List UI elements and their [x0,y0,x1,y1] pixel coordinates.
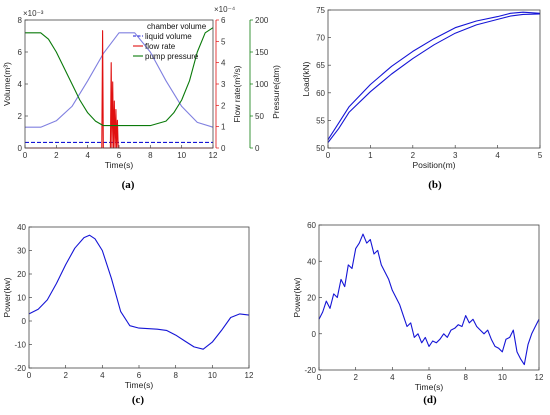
x-tick-label: 2 [54,151,59,160]
x-tick-label: 6 [427,373,432,382]
pressure-tick-label: 100 [255,80,269,89]
flow-tick-label: 6 [221,16,226,25]
flow-tick-label: 4 [221,59,226,68]
y-tick-label: 40 [17,223,26,232]
x-tick-label: 3 [453,151,458,160]
y-tick-label: 60 [307,221,316,230]
volume-exponent: ×10⁻³ [23,9,44,18]
flow-tick-label: 5 [221,37,226,46]
series-flow-rate [25,30,213,149]
x-tick-label: 0 [326,151,331,160]
x-tick-label: 2 [63,371,68,380]
x-tick-label: 0 [27,371,32,380]
x-tick-label: 12 [535,373,544,382]
pressure-tick-label: 0 [255,144,260,153]
series-chamber-volume [25,32,214,128]
x-tick-label: 10 [498,373,507,382]
flow-exponent: ×10⁻⁴ [214,5,236,14]
x-tick-label: 2 [353,373,358,382]
legend-entry: chamber volume [147,22,207,31]
volume-axis-title: Volume(m³) [2,62,12,106]
y-tick-label: 4 [18,80,23,89]
pressure-axis-title: Pressure(atm) [271,65,281,119]
panel-b: 0 1 2 3 4 5 Position(m) 50 55 60 65 70 75 Load(kN) (b) [301,6,543,191]
x-tick-label: 1 [368,151,373,160]
y-tick-label: -10 [14,341,26,350]
y-tick-label: 2 [18,112,23,121]
panel-caption: (c) [132,394,145,406]
y-tick-label: 55 [316,116,325,125]
y-tick-label: 20 [307,294,316,303]
x-tick-label: 8 [148,151,153,160]
y-tick-label: 60 [316,89,325,98]
y-tick-label: 40 [307,257,316,266]
panel-c-frame [28,226,250,369]
y-tick-label: 0 [18,144,23,153]
y-tick-label: 50 [316,144,325,153]
x-tick-label: 2 [411,151,416,160]
pressure-tick-label: 150 [255,48,269,57]
y-axis-title: Power(kw) [292,277,302,317]
y-tick-label: 6 [18,48,23,57]
series-line-1 [28,234,250,350]
series-line-1 [327,11,541,140]
x-tick-label: 0 [317,373,322,382]
y-tick-label: 70 [316,34,325,43]
x-tick-label: 0 [23,151,28,160]
legend-entry: flow rate [145,42,176,51]
x-tick-label: 4 [390,373,395,382]
y-tick-label: 20 [17,270,26,279]
flow-tick-label: 2 [221,101,226,110]
x-axis-title: Time(s) [105,160,134,170]
pressure-tick-label: 200 [255,16,269,25]
y-tick-label: 65 [316,61,325,70]
x-axis-title: Time(s) [415,382,444,392]
y-tick-label: 10 [17,294,26,303]
y-axis-title: Power(kw) [2,277,12,317]
panel-b-frame [327,9,541,149]
flow-tick-label: 3 [221,80,226,89]
x-tick-label: 8 [173,371,178,380]
x-tick-label: 4 [100,371,105,380]
y-tick-label: -20 [304,366,316,375]
x-tick-label: 6 [117,151,122,160]
y-tick-label: 30 [17,247,26,256]
flow-axis-title: Flow rate(m³/s) [232,65,242,122]
panel-caption: (d) [423,394,437,406]
x-axis-title: Time(s) [125,380,154,390]
y-axis-title: Load(kN) [301,61,311,96]
x-tick-label: 4 [495,151,500,160]
x-tick-label: 12 [209,151,218,160]
panel-caption: (b) [428,179,442,191]
flow-tick-label: 0 [221,144,226,153]
legend-entry: pump pressure [145,52,199,61]
y-tick-label: 75 [316,6,325,15]
y-tick-label: 8 [18,16,23,25]
x-tick-label: 5 [538,151,543,160]
pressure-tick-label: 50 [255,112,264,121]
series-line-2 [327,13,541,143]
legend-entry: liquid volume [145,32,192,41]
series-line-1 [318,233,540,366]
x-tick-label: 10 [177,151,186,160]
panel-caption: (a) [122,179,135,191]
x-tick-label: 4 [85,151,90,160]
x-tick-label: 12 [245,371,254,380]
y-tick-label: -20 [14,364,26,373]
flow-tick-label: 1 [221,123,226,132]
y-tick-label: 0 [312,330,317,339]
x-tick-label: 6 [137,371,142,380]
x-axis-title: Position(m) [413,160,456,170]
y-tick-label: 0 [22,317,27,326]
x-tick-label: 10 [208,371,217,380]
series-pump-pressure [25,27,214,127]
panel-a: 0 2 4 6 8 10 12Time(s)02468×10⁻³Volume(m³)0123… [2,5,281,191]
panel-c: 0 2 4 6 8 10 12 Time(s) -20 -10 0 10 20 30 40 Power(kw)… [2,223,254,406]
panel-d-frame [318,224,540,371]
x-tick-label: 8 [463,373,468,382]
